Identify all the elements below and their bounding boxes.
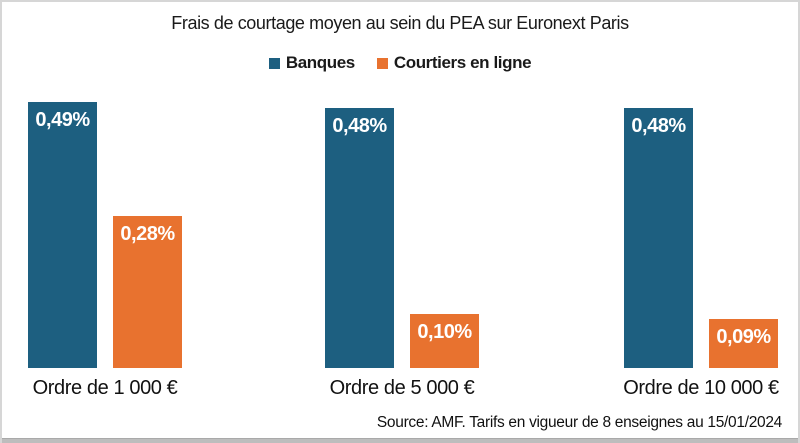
- bar-value-label: 0,10%: [417, 321, 472, 343]
- bottom-border-strip: [2, 438, 798, 443]
- legend-item-banques: Banques: [268, 53, 355, 73]
- source-note: Source: AMF. Tarifs en vigueur de 8 ense…: [376, 414, 782, 431]
- bar-value-label: 0,48%: [631, 115, 686, 137]
- bar-banques-3: 0,48%: [624, 108, 693, 368]
- bar-banques-2: 0,48%: [325, 108, 394, 368]
- chart-title: Frais de courtage moyen au sein du PEA s…: [171, 13, 629, 33]
- bar-courtiers-1: 0,28%: [113, 216, 182, 368]
- bar-courtiers-2: 0,10%: [410, 314, 479, 368]
- bar-banques-1: 0,49%: [28, 102, 97, 368]
- bar-group-1: 0,49% 0,28% Ordre de 1 000 €: [28, 102, 182, 399]
- bar-value-label: 0,09%: [716, 326, 771, 348]
- chart-legend: Banques Courtiers en ligne: [2, 53, 798, 73]
- legend-label-banques: Banques: [285, 53, 355, 72]
- bar-chart-plot: 0,49% 0,28% Ordre de 1 000 € 0,48% 0,10% Ordr…: [2, 2, 798, 399]
- bar-value-label: 0,49%: [35, 109, 90, 131]
- bar-courtiers-3: 0,09%: [709, 319, 778, 368]
- category-label-1: Ordre de 1 000 €: [32, 377, 178, 399]
- legend-label-courtiers: Courtiers en ligne: [393, 53, 532, 72]
- bar-group-3: 0,48% 0,09% Ordre de 10 000 €: [623, 108, 779, 399]
- bar-value-label: 0,28%: [120, 223, 175, 245]
- legend-swatch-courtiers-icon: [376, 57, 388, 69]
- bar-value-label: 0,48%: [332, 115, 387, 137]
- category-label-3: Ordre de 10 000 €: [623, 377, 779, 399]
- legend-item-courtiers: Courtiers en ligne: [376, 53, 532, 73]
- category-label-2: Ordre de 5 000 €: [329, 377, 475, 399]
- legend-swatch-banques-icon: [268, 57, 280, 69]
- bar-group-2: 0,48% 0,10% Ordre de 5 000 €: [325, 108, 479, 399]
